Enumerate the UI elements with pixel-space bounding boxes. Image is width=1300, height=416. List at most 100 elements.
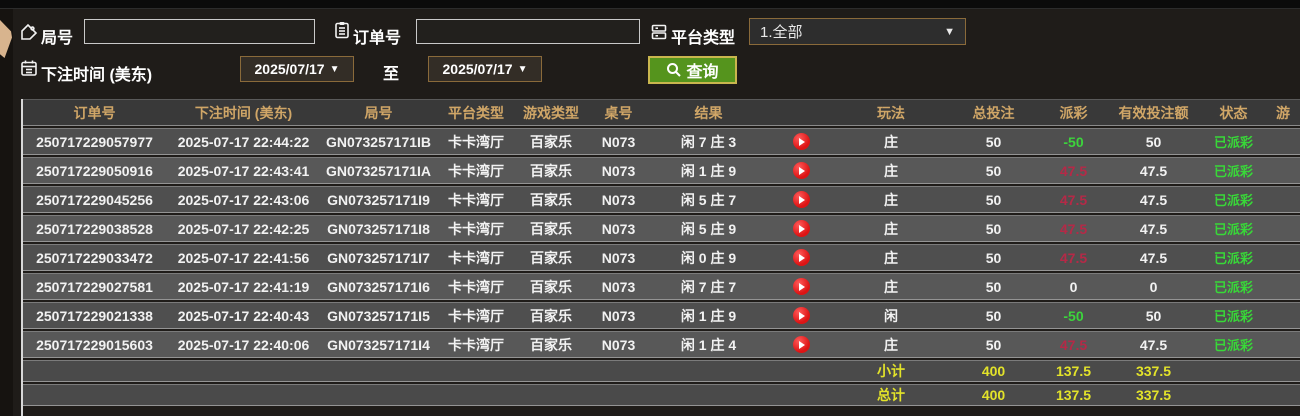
cell-time: 2025-07-17 22:43:41: [166, 157, 321, 184]
play-icon: [799, 166, 805, 175]
cell-time: 2025-07-17 22:40:06: [166, 331, 321, 358]
cell-payout: 47.5: [1041, 244, 1106, 271]
play-video-button[interactable]: [792, 133, 810, 151]
cell-order: 250717229033472: [23, 244, 166, 271]
order-number-input[interactable]: [416, 19, 640, 44]
cell-payout: 47.5: [1041, 215, 1106, 242]
header-bet-type: 玩法: [836, 99, 946, 126]
chevron-down-icon: ▼: [944, 25, 955, 38]
calendar-icon: [20, 59, 38, 77]
play-video-button[interactable]: [792, 220, 810, 238]
cell-payout: 47.5: [1041, 331, 1106, 358]
cell-order: 250717229038528: [23, 215, 166, 242]
play-video-button[interactable]: [792, 162, 810, 180]
cell-platform: 卡卡湾厅: [436, 273, 516, 300]
cell-order: 250717229021338: [23, 302, 166, 329]
play-icon: [799, 195, 805, 204]
cell-game: 百家乐: [516, 302, 586, 329]
header-platform: 平台类型: [436, 99, 516, 126]
table-row: 250717229033472 2025-07-17 22:41:56 GN0732…: [23, 244, 1300, 271]
cell-round: GN073257171IB: [321, 128, 436, 155]
play-icon: [799, 340, 805, 349]
cell-play: [766, 302, 836, 329]
subtotal-row: 小计 400 137.5 337.5: [23, 360, 1300, 382]
cell-payout: 0: [1041, 273, 1106, 300]
header-time: 下注时间 (美东): [166, 99, 321, 126]
cell-status: 已派彩: [1201, 273, 1266, 300]
cell-order: 250717229027581: [23, 273, 166, 300]
header-order: 订单号: [23, 99, 166, 126]
cell-status: 已派彩: [1201, 244, 1266, 271]
cell-table: N073: [586, 128, 651, 155]
cell-result: 闲 7 庄 3: [651, 128, 766, 155]
cell-extra: [1266, 331, 1300, 358]
cell-status: 已派彩: [1201, 186, 1266, 213]
header-game-cut: 游: [1266, 99, 1300, 126]
cell-table: N073: [586, 273, 651, 300]
cell-valid-bet: 50: [1106, 128, 1201, 155]
cell-extra: [1266, 302, 1300, 329]
play-video-button[interactable]: [792, 336, 810, 354]
chevron-down-icon: ▼: [329, 63, 340, 75]
cell-status: 已派彩: [1201, 331, 1266, 358]
cell-result: 闲 1 庄 4: [651, 331, 766, 358]
subtotal-payout: 137.5: [1041, 360, 1106, 382]
cell-platform: 卡卡湾厅: [436, 215, 516, 242]
cell-round: GN073257171IA: [321, 157, 436, 184]
search-button[interactable]: 查询: [648, 56, 737, 84]
cell-bet-type: 庄: [836, 331, 946, 358]
table-header-row: 订单号 下注时间 (美东) 局号 平台类型 游戏类型 桌号 结果 玩法 总投注 …: [23, 99, 1300, 126]
grand-total-payout: 137.5: [1041, 384, 1106, 406]
play-video-button[interactable]: [792, 249, 810, 267]
play-video-button[interactable]: [792, 278, 810, 296]
table-row: 250717229045256 2025-07-17 22:43:06 GN0732…: [23, 186, 1300, 213]
platform-type-select[interactable]: 1.全部 ▼: [749, 18, 966, 45]
cell-total-bet: 50: [946, 244, 1041, 271]
search-button-label: 查询: [686, 64, 719, 81]
subtotal-label: 小计: [836, 360, 946, 382]
cell-result: 闲 5 庄 9: [651, 215, 766, 242]
play-icon: [799, 311, 805, 320]
grand-total-row: 总计 400 137.5 337.5: [23, 384, 1300, 406]
table-row: 250717229027581 2025-07-17 22:41:19 GN0732…: [23, 273, 1300, 300]
bet-time-label: 下注时间 (美东): [41, 67, 153, 84]
play-video-button[interactable]: [792, 191, 810, 209]
cell-game: 百家乐: [516, 128, 586, 155]
round-number-input[interactable]: [84, 19, 315, 44]
cell-valid-bet: 50: [1106, 302, 1201, 329]
bet-records-table: 订单号 下注时间 (美东) 局号 平台类型 游戏类型 桌号 结果 玩法 总投注 …: [23, 97, 1300, 408]
cell-valid-bet: 0: [1106, 273, 1201, 300]
cell-status: 已派彩: [1201, 157, 1266, 184]
subtotal-total-bet: 400: [946, 360, 1041, 382]
cell-time: 2025-07-17 22:42:25: [166, 215, 321, 242]
cell-total-bet: 50: [946, 302, 1041, 329]
cell-result: 闲 0 庄 9: [651, 244, 766, 271]
date-from-select[interactable]: 2025/07/17 ▼: [240, 56, 354, 82]
header-payout: 派彩: [1041, 99, 1106, 126]
grand-total-total-bet: 400: [946, 384, 1041, 406]
cell-bet-type: 庄: [836, 157, 946, 184]
header-result: 结果: [651, 99, 766, 126]
table-row: 250717229057977 2025-07-17 22:44:22 GN0732…: [23, 128, 1300, 155]
cell-platform: 卡卡湾厅: [436, 244, 516, 271]
cell-valid-bet: 47.5: [1106, 186, 1201, 213]
date-to-connector: 至: [383, 66, 400, 83]
cell-game: 百家乐: [516, 215, 586, 242]
cell-round: GN073257171I7: [321, 244, 436, 271]
cell-valid-bet: 47.5: [1106, 215, 1201, 242]
cell-platform: 卡卡湾厅: [436, 302, 516, 329]
tag-icon: [20, 23, 38, 41]
date-to-select[interactable]: 2025/07/17 ▼: [428, 56, 542, 82]
play-icon: [799, 253, 805, 262]
play-video-button[interactable]: [792, 307, 810, 325]
cell-extra: [1266, 128, 1300, 155]
cell-platform: 卡卡湾厅: [436, 186, 516, 213]
cell-game: 百家乐: [516, 186, 586, 213]
cell-extra: [1266, 244, 1300, 271]
cell-payout: 47.5: [1041, 157, 1106, 184]
cell-game: 百家乐: [516, 157, 586, 184]
cell-order: 250717229015603: [23, 331, 166, 358]
cell-play: [766, 331, 836, 358]
grand-total-label: 总计: [836, 384, 946, 406]
cell-time: 2025-07-17 22:40:43: [166, 302, 321, 329]
